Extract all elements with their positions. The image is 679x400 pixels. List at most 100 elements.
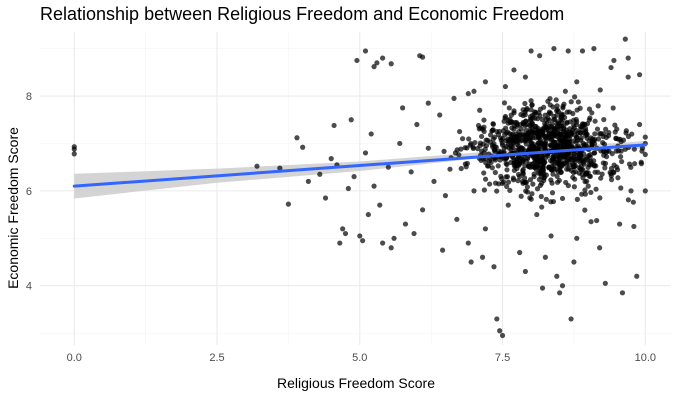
data-point [294,135,300,141]
data-point [439,247,446,253]
data-point [522,100,528,107]
data-point [602,280,608,286]
data-point [603,154,610,160]
data-point [362,48,369,54]
data-point [586,106,593,112]
data-point [570,164,576,170]
data-point [538,193,544,200]
data-point [441,148,447,154]
data-point [642,151,648,158]
data-point [340,226,346,232]
data-point [380,55,386,61]
data-point [277,165,283,171]
data-point [468,259,474,265]
data-point [615,175,621,181]
data-point [502,83,508,90]
data-point [572,94,578,100]
data-point [582,207,588,213]
data-point [451,95,457,101]
data-point [317,171,323,177]
data-point [322,195,329,201]
data-point [504,167,510,173]
data-point [71,151,77,157]
data-point [618,148,624,154]
data-point [487,139,493,145]
data-point [554,107,560,113]
data-point [537,53,543,59]
data-point [572,156,578,163]
data-point [528,98,534,104]
data-point [579,48,586,54]
data-point [552,116,558,122]
data-point [520,171,526,177]
data-point [588,189,594,196]
data-point [506,105,512,111]
data-point [465,240,471,246]
data-point [583,171,590,177]
data-point [618,185,624,191]
data-point [529,130,536,136]
data-point [592,118,598,124]
data-point [566,138,573,144]
data-point [419,207,426,213]
data-point [536,176,542,183]
data-point [593,186,599,192]
data-point [514,121,520,127]
fit-line [72,143,647,188]
data-point [559,195,566,202]
data-point [577,105,583,111]
data-point [642,188,648,194]
data-point [592,131,598,137]
data-point [482,79,489,85]
data-point [591,141,598,147]
data-point [546,117,552,123]
data-point [365,211,371,218]
data-point [342,230,349,237]
data-point [437,112,443,118]
data-point [625,74,631,80]
data-point [564,119,570,125]
data-point [442,193,449,199]
data-point [542,133,548,139]
data-point [547,136,553,142]
data-point [527,195,533,201]
data-point [584,178,590,184]
data-point [535,125,541,131]
data-point [516,158,522,164]
data-point [532,144,538,151]
data-point [562,160,568,166]
data-point [524,156,531,162]
data-point [642,134,648,140]
data-point [555,130,561,136]
data-point [549,180,555,186]
data-point [488,132,494,138]
data-point [539,126,546,132]
data-point [569,130,575,136]
data-point [471,188,477,194]
data-point [556,120,562,127]
data-point [584,131,590,138]
data-point [490,121,496,127]
data-point [522,74,528,80]
data-point [626,161,633,167]
data-point [348,117,354,123]
data-point [588,152,594,158]
data-point [523,118,529,124]
data-point [573,139,579,145]
data-point [380,240,386,246]
data-point [539,285,546,291]
data-point [539,204,545,210]
data-point [551,45,557,52]
data-point [479,254,486,260]
data-point [565,48,571,54]
data-point [519,133,525,140]
data-point [599,171,605,177]
data-point [492,157,499,163]
data-point [425,145,431,151]
data-point [619,158,625,165]
data-point [492,169,498,176]
x-tick-label: 10.0 [635,352,656,364]
data-point [527,177,534,183]
data-point [474,146,481,152]
x-tick-label: 2.5 [209,352,224,364]
